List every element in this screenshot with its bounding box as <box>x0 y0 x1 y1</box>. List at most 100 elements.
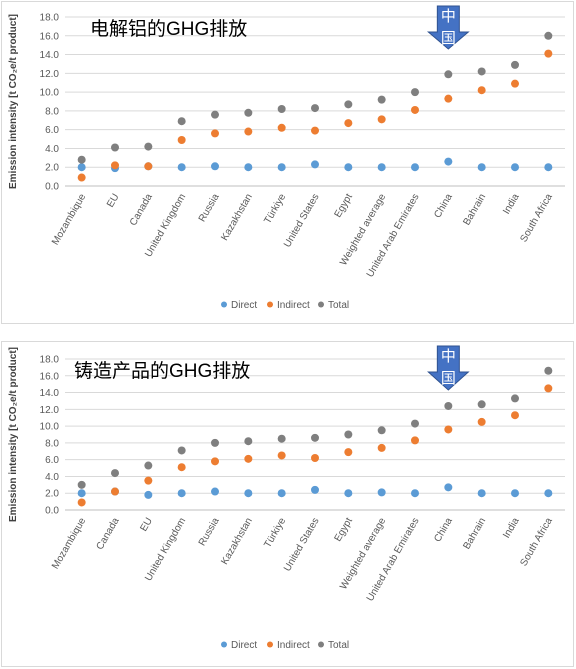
annotation-char-2: 国 <box>441 370 456 387</box>
y-tick-label: 18.0 <box>40 13 60 24</box>
total-point <box>411 88 419 97</box>
x-tick-label: South Africa <box>518 192 555 245</box>
indirect-point <box>477 86 486 95</box>
x-tick-label: Mozambique <box>50 192 88 247</box>
legend-label-indirect: Indirect <box>277 300 310 311</box>
indirect-point <box>177 463 186 472</box>
indirect-point <box>211 457 219 466</box>
y-tick-label: 18.0 <box>40 355 60 366</box>
legend: Direct Indirect Total <box>221 300 349 311</box>
direct-point <box>511 489 519 498</box>
direct-point <box>544 489 553 498</box>
x-tick-label: Türkiye <box>262 516 288 550</box>
x-tick-label: Canada <box>128 192 155 228</box>
indirect-point <box>144 162 153 171</box>
y-tick-label: 8.0 <box>45 106 59 117</box>
total-point <box>144 461 153 470</box>
total-point <box>211 110 219 119</box>
total-point <box>344 100 353 109</box>
y-tick-label: 12.0 <box>40 405 60 416</box>
indirect-point <box>511 411 519 420</box>
chart-panel-aluminium: 0.0 2.0 4.0 6.0 8.0 10.0 12.0 14.0 16.0 18.0 Emiss… <box>1 1 574 324</box>
y-tick-label: 14.0 <box>40 50 60 61</box>
series-indirect <box>77 384 553 507</box>
total-point <box>244 108 253 117</box>
direct-point <box>377 488 386 497</box>
direct-point <box>277 163 286 172</box>
direct-point <box>344 163 353 172</box>
indirect-point <box>444 94 453 103</box>
total-point <box>77 480 86 489</box>
total-point <box>444 401 453 410</box>
direct-point <box>244 163 253 172</box>
y-tick-label: 0.0 <box>45 506 59 517</box>
legend-marker-total <box>318 641 324 648</box>
x-tick-label: South Africa <box>518 516 555 569</box>
total-point <box>111 469 119 478</box>
x-tick-label: Türkiye <box>262 192 288 226</box>
direct-point <box>411 489 419 498</box>
x-tick-label: EU <box>138 516 154 534</box>
total-point <box>311 104 319 113</box>
direct-point <box>177 163 186 172</box>
x-tick-label: India <box>501 192 522 217</box>
chart-aluminium: 0.0 2.0 4.0 6.0 8.0 10.0 12.0 14.0 16.0 18.0 Emiss… <box>8 5 565 311</box>
direct-point <box>177 489 186 498</box>
x-tick-label: Canada <box>95 516 122 552</box>
indirect-point <box>77 173 86 182</box>
chart-castings: 0.0 2.0 4.0 6.0 8.0 10.0 12.0 14.0 16.0 18.0 Emiss… <box>8 345 565 651</box>
total-point <box>477 67 486 76</box>
direct-point <box>144 490 153 499</box>
total-point <box>511 394 519 403</box>
legend-marker-indirect <box>267 301 273 308</box>
legend-label-indirect: Indirect <box>277 640 310 651</box>
total-point <box>277 434 286 443</box>
direct-point <box>544 163 553 172</box>
x-tick-label: India <box>501 516 522 541</box>
down-arrow-icon <box>426 5 470 50</box>
annotation-char-2: 国 <box>441 30 456 47</box>
legend-marker-indirect <box>267 641 273 648</box>
indirect-point <box>311 126 319 135</box>
y-tick-label: 6.0 <box>45 125 59 136</box>
y-tick-label: 4.0 <box>45 472 59 483</box>
indirect-point <box>144 476 153 485</box>
y-tick-label: 0.0 <box>45 182 59 193</box>
y-tick-label: 2.0 <box>45 163 59 174</box>
legend-label-total: Total <box>328 300 349 311</box>
total-point <box>477 400 486 409</box>
total-point <box>177 446 186 455</box>
x-tick-label: Bahrain <box>462 516 489 551</box>
series-total <box>77 31 553 164</box>
total-point <box>177 117 186 126</box>
indirect-point <box>111 161 119 170</box>
indirect-point <box>511 79 519 88</box>
indirect-point <box>344 448 353 457</box>
direct-point <box>211 487 219 496</box>
indirect-point <box>411 436 419 445</box>
total-point <box>311 433 319 442</box>
total-point <box>144 142 153 151</box>
indirect-point <box>211 129 219 138</box>
annotation-char-1: 中 <box>441 8 456 25</box>
x-tick-label: Kazakhstan <box>219 192 255 243</box>
x-tick-label: Kazakhstan <box>219 516 255 567</box>
y-tick-label: 16.0 <box>40 31 60 42</box>
indirect-point <box>177 135 186 144</box>
y-tick-label: 16.0 <box>40 371 60 382</box>
indirect-point <box>377 443 386 452</box>
y-tick-label: 14.0 <box>40 388 60 399</box>
x-tick-label: China <box>432 192 455 221</box>
chart-title: 铸造产品的GHG排放 <box>74 360 250 382</box>
y-tick-label: 12.0 <box>40 69 60 80</box>
y-tick-label: 4.0 <box>45 144 59 155</box>
total-point <box>511 60 519 69</box>
x-tick-label: Mozambique <box>50 516 88 571</box>
direct-point <box>477 163 486 172</box>
annotation-char-1: 中 <box>441 348 456 365</box>
indirect-point <box>244 454 253 463</box>
down-arrow-icon <box>427 345 470 391</box>
y-axis-label: Emission intensity [t CO₂e/t product] <box>8 14 19 189</box>
y-axis-label: Emission intensity [t CO₂e/t product] <box>8 347 19 522</box>
indirect-point <box>477 417 486 426</box>
